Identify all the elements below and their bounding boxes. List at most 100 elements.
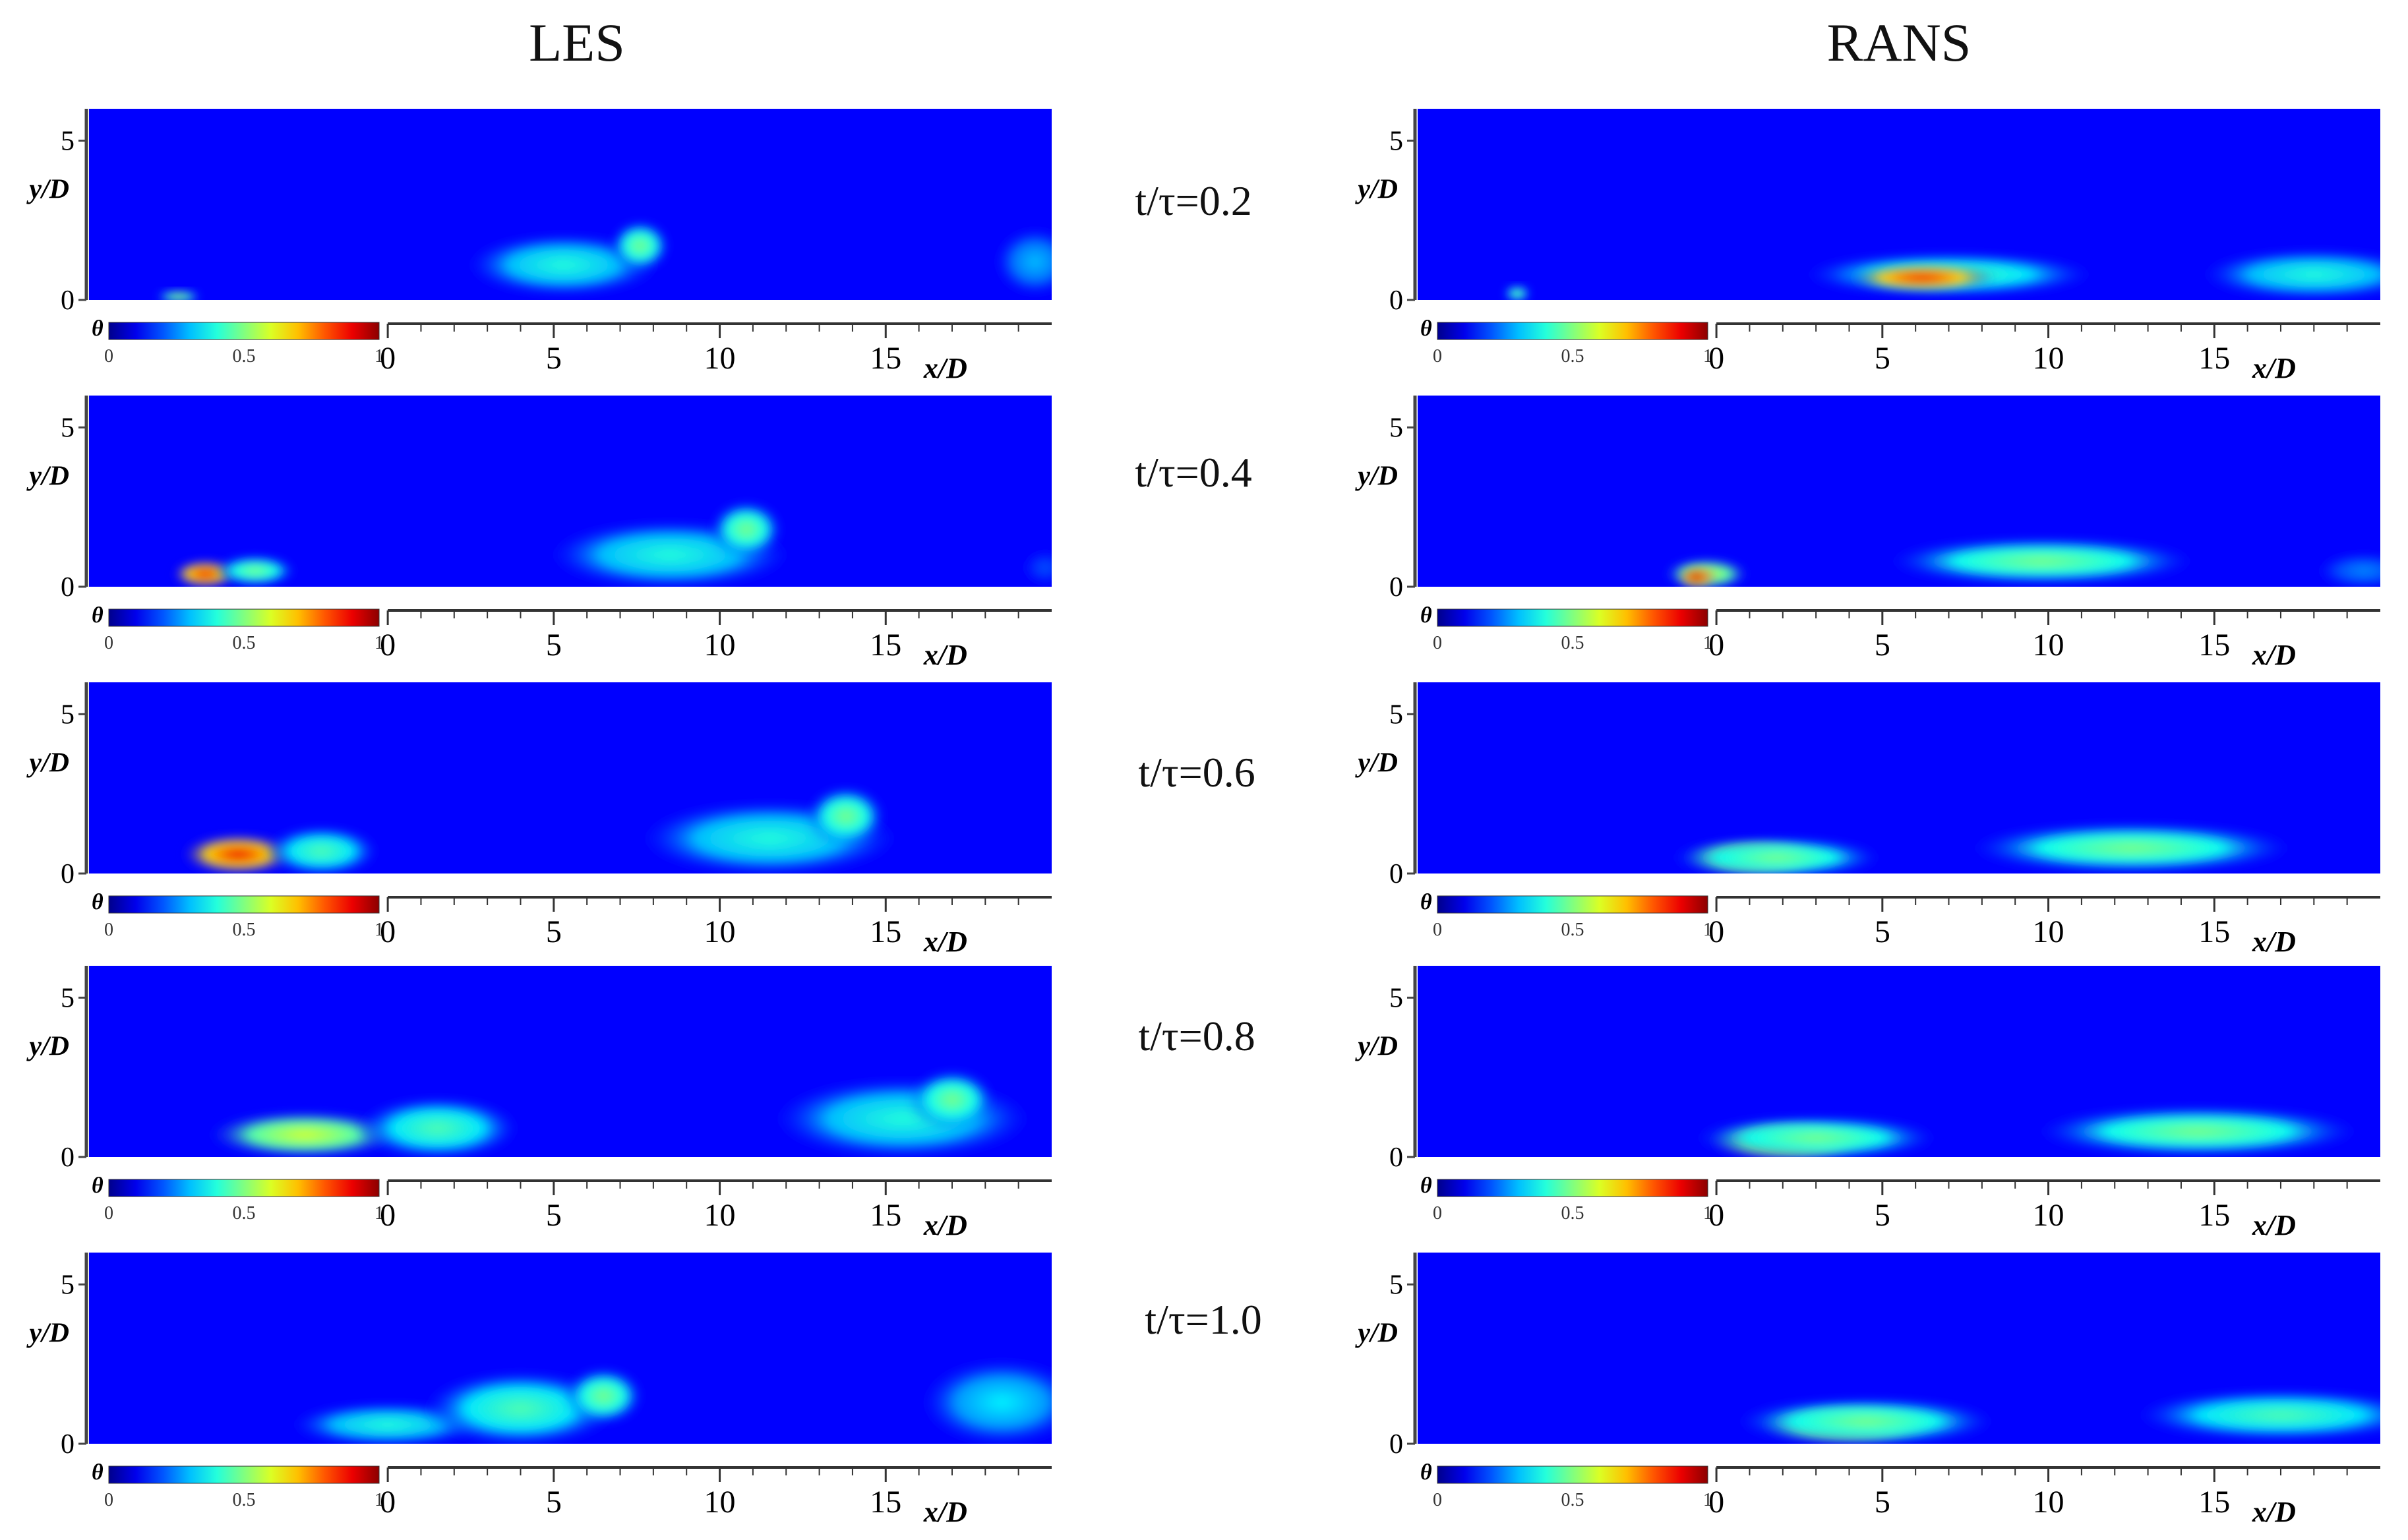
x-axis-label-les-t06: x/D [923,926,967,958]
plume-rans-t02-4 [2198,249,2380,300]
colorbar-tick-rans-t02-1: 0.5 [1561,346,1584,367]
time-label-row-4: t/τ=0.8 [1138,1013,1255,1059]
plume-rans-t1-2 [1733,1397,1999,1444]
colorbar-label-rans-t1: θ [1420,1460,1432,1485]
plume-group-les-t06 [180,786,903,874]
plume-group-rans-t08 [1691,1106,2364,1157]
x-tick-label-les-t06-5: 5 [546,914,562,949]
x-axis-label-les-t02: x/D [923,352,967,384]
x-tick-label-rans-t06-5: 5 [1875,914,1890,949]
plume-group-rans-t04 [1663,537,2380,587]
y-axis-label-rans-t08: y/D [1354,1031,1398,1061]
x-axis-label-rans-t08: x/D [2252,1209,2296,1241]
x-tick-label-rans-t04-15: 15 [2198,628,2230,663]
colorbar-tick-rans-t06-2: 1 [1703,920,1712,940]
colorbar-tick-rans-t04-0: 0 [1433,633,1442,653]
panel-rans-t02: 0 5 y/D θ 0 0.5 1 0 5 10 15 x/D [1332,102,2408,392]
y-axis-label-rans-t1: y/D [1354,1318,1398,1348]
panel-svg-rans-t08: 05y/Dθ0 0.5 10 5 10 15 x/D [1354,966,2380,1241]
x-axis-label-les-t08: x/D [923,1209,967,1241]
y-tick-label-rans-t1-5: 5 [1389,1270,1403,1300]
colorbar-rans-t1 [1437,1466,1708,1484]
x-tick-label-les-t02-15: 15 [870,341,901,376]
y-tick-label-les-t06-0: 0 [61,859,75,889]
rans-column-title: RANS [1826,13,1972,73]
panel-les-t02: 0 5 y/D θ 0 0.5 1 0 5 10 15 x/D [3,102,1111,392]
x-tick-label-rans-t08-5: 5 [1875,1198,1890,1233]
colorbar-label-les-t06: θ [92,890,104,914]
x-axis-label-les-t1: x/D [923,1496,967,1528]
x-tick-label-les-t1-5: 5 [546,1485,562,1520]
colorbar-les-t08 [108,1179,380,1197]
y-tick-label-les-t04-0: 0 [61,572,75,603]
x-tick-label-rans-t1-0: 0 [1708,1485,1724,1520]
plume-les-t1-3 [563,1367,644,1425]
x-axis-label-rans-t04: x/D [2252,639,2296,671]
x-tick-label-les-t04-0: 0 [380,628,396,663]
plume-rans-t1-3 [2131,1389,2380,1441]
colorbar-tick-les-t06-1: 0.5 [233,920,256,940]
plume-les-t04-2 [213,554,297,587]
plume-les-t06-2 [263,825,380,874]
panel-rans-t04: 0 5 y/D θ 0 0.5 1 0 5 10 15 x/D [1332,389,2408,679]
les-column-title: LES [529,13,625,73]
x-tick-label-rans-t06-0: 0 [1708,914,1724,949]
panel-svg-rans-t06: 05y/Dθ0 0.5 10 5 10 15 x/D [1354,682,2380,958]
colorbar-tick-les-t06-0: 0 [104,920,113,940]
y-tick-label-rans-t08-0: 0 [1389,1142,1403,1173]
panel-les-t06: 0 5 y/D θ 0 0.5 1 0 5 10 15 x/D [3,676,1111,966]
plume-rans-t06-3 [1965,822,2298,874]
x-tick-label-les-t02-5: 5 [546,341,562,376]
colorbar-tick-rans-t06-0: 0 [1433,920,1442,940]
x-tick-label-les-t08-10: 10 [704,1198,736,1233]
panel-rans-t1: 0 5 y/D θ 0 0.5 1 0 5 10 15 x/D [1332,1246,2408,1536]
y-tick-label-les-t08-5: 5 [61,983,75,1013]
plume-group-les-t08 [205,1069,1035,1157]
colorbar-label-les-t08: θ [92,1173,104,1198]
y-axis-label-les-t06: y/D [26,748,69,778]
panel-les-t08: 0 5 y/D θ 0 0.5 1 0 5 10 15 x/D [3,959,1111,1249]
colorbar-tick-les-t08-0: 0 [104,1203,113,1224]
y-tick-label-rans-t04-0: 0 [1389,572,1403,603]
colorbar-label-rans-t08: θ [1420,1173,1432,1198]
plume-group-rans-t02 [1503,249,2380,300]
colorbar-les-t06 [108,895,380,914]
x-tick-label-rans-t06-10: 10 [2033,914,2064,949]
panel-rans-t06: 0 5 y/D θ 0 0.5 1 0 5 10 15 x/D [1332,676,2408,966]
colorbar-rans-t08 [1437,1179,1708,1197]
y-tick-label-rans-t06-5: 5 [1389,699,1403,730]
x-tick-label-les-t1-15: 15 [870,1485,901,1520]
plume-les-t08-1 [205,1110,405,1157]
colorbar-tick-les-t1-1: 0.5 [233,1490,256,1510]
y-tick-label-rans-t08-5: 5 [1389,983,1403,1013]
colorbar-tick-rans-t1-2: 1 [1703,1490,1712,1510]
plume-group-les-t04 [171,500,1052,587]
time-label-row-1: t/τ=0.2 [1135,177,1252,224]
x-tick-label-les-t06-10: 10 [704,914,736,949]
colorbar-tick-les-t08-2: 1 [375,1203,384,1224]
x-tick-label-rans-t08-0: 0 [1708,1198,1724,1233]
x-tick-label-rans-t1-15: 15 [2198,1485,2230,1520]
panel-les-t1: 0 5 y/D θ 0 0.5 1 0 5 10 15 x/D [3,1246,1111,1536]
plume-rans-t02-1 [1503,285,1531,300]
colorbar-tick-les-t02-1: 0.5 [233,346,256,367]
y-axis-label-les-t08: y/D [26,1031,69,1061]
plume-rans-t02-3 [1847,263,1997,292]
colorbar-tick-les-t1-2: 1 [375,1490,384,1510]
panel-rans-t08: 0 5 y/D θ 0 0.5 1 0 5 10 15 x/D [1332,959,2408,1249]
plume-rans-t08-2 [1691,1115,1941,1157]
y-tick-label-rans-t04-5: 5 [1389,413,1403,443]
colorbar-tick-rans-t06-1: 0.5 [1561,920,1584,940]
panel-svg-les-t04: 05y/Dθ0 0.5 10 5 10 15 x/D [26,396,1052,671]
y-tick-label-les-t1-0: 0 [61,1429,75,1460]
colorbar-tick-les-t06-2: 1 [375,920,384,940]
x-tick-label-rans-t08-10: 10 [2033,1198,2064,1233]
plume-group-les-t1 [288,1357,1052,1444]
plume-les-t1-4 [918,1357,1052,1444]
colorbar-label-rans-t04: θ [1420,603,1432,628]
x-tick-label-rans-t02-15: 15 [2198,341,2230,376]
plume-les-t04-5 [1020,548,1052,587]
colorbar-les-t04 [108,608,380,627]
y-axis-label-les-t04: y/D [26,461,69,491]
x-axis-label-rans-t02: x/D [2252,352,2296,384]
